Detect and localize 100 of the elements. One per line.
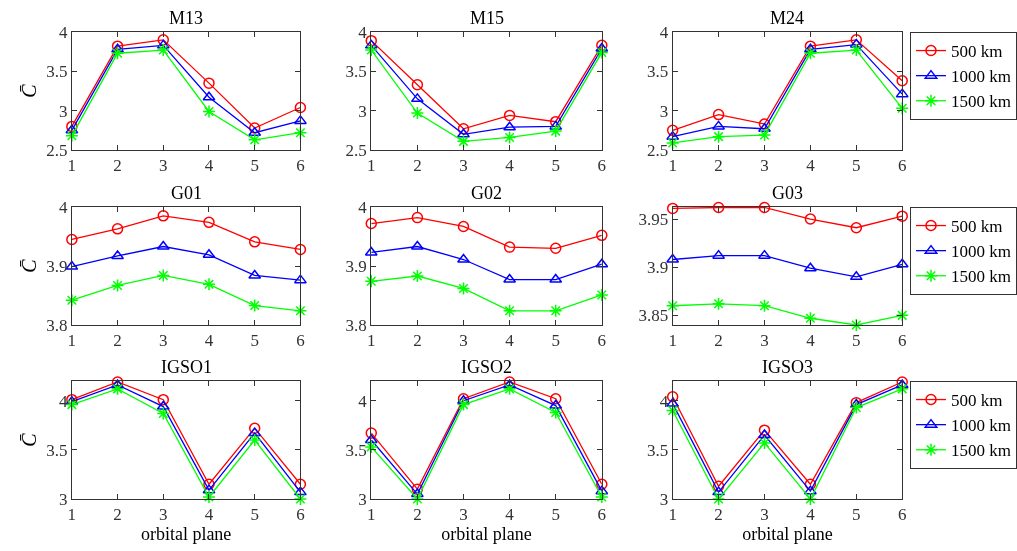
y-tick-label: 4 <box>58 22 68 42</box>
x-tick-label: 5 <box>551 331 560 351</box>
x-tick-label: 5 <box>852 331 861 351</box>
x-tick-label: 6 <box>296 331 305 351</box>
point <box>410 93 424 103</box>
point <box>757 128 772 142</box>
point <box>410 240 424 250</box>
x-tick-label: 5 <box>852 505 861 525</box>
point <box>410 492 425 506</box>
point <box>712 249 726 259</box>
y-tick-label: 3.9 <box>647 258 669 278</box>
point <box>895 308 909 323</box>
point <box>203 216 215 229</box>
point <box>758 424 771 436</box>
x-tick-label: 1 <box>668 331 677 351</box>
point <box>365 34 378 47</box>
x-tick-label: 5 <box>250 505 259 525</box>
x-tick-label: 2 <box>714 156 723 176</box>
point <box>110 278 125 293</box>
x-tick-label: 3 <box>459 156 468 176</box>
y-tick-label: 3.5 <box>647 440 669 460</box>
point <box>456 134 471 149</box>
point <box>596 229 608 242</box>
legend-label: 1000 km <box>951 242 1011 262</box>
x-tick-label: 3 <box>760 505 769 525</box>
legend-label: 500 km <box>951 217 1003 237</box>
point <box>803 485 817 495</box>
point <box>364 39 378 49</box>
point <box>202 490 216 504</box>
point <box>364 246 378 256</box>
point <box>110 382 125 396</box>
x-tick-label: 4 <box>806 156 816 176</box>
y-tick-label: 3.5 <box>345 62 367 82</box>
point <box>248 422 261 434</box>
y-axis-title: C̄ <box>17 432 40 447</box>
point <box>548 405 563 420</box>
y-tick-label: 4 <box>58 197 68 217</box>
point <box>247 298 262 313</box>
point <box>595 45 609 60</box>
x-tick-label: 1 <box>67 505 77 525</box>
point <box>202 91 216 101</box>
x-tick-label: 5 <box>852 156 861 176</box>
point <box>364 440 379 454</box>
point <box>666 253 680 263</box>
point <box>156 268 171 283</box>
point <box>156 43 171 57</box>
x-tick-label: 1 <box>367 156 376 176</box>
point <box>804 478 817 490</box>
x-tick-label: 2 <box>413 156 422 176</box>
point <box>411 211 424 224</box>
point <box>248 122 261 134</box>
legend-label: 1500 km <box>951 441 1011 461</box>
point <box>548 124 563 138</box>
point <box>548 304 563 318</box>
point <box>849 43 864 57</box>
point <box>711 492 726 506</box>
chart-title: IGSO1 <box>161 357 213 377</box>
point <box>804 213 817 225</box>
chart-title: IGSO2 <box>461 357 513 377</box>
point <box>157 34 170 46</box>
x-tick-label: 2 <box>113 331 122 351</box>
point <box>156 400 170 410</box>
x-tick-label: 5 <box>250 331 259 351</box>
x-tick-label: 4 <box>204 505 214 525</box>
point <box>666 390 679 403</box>
y-tick-label: 3 <box>659 489 669 509</box>
x-tick-label: 3 <box>760 156 769 176</box>
point <box>549 399 563 409</box>
x-tick-label: 2 <box>714 331 723 351</box>
point <box>503 241 516 253</box>
point <box>293 115 307 125</box>
point <box>457 220 470 233</box>
point <box>895 88 909 98</box>
x-tick-label: 2 <box>113 156 122 176</box>
legend-label: 500 km <box>951 42 1003 62</box>
point <box>110 46 125 60</box>
point <box>666 130 680 140</box>
x-tick-label: 6 <box>897 331 907 351</box>
x-tick-label: 5 <box>250 156 259 176</box>
legend-label: 1500 km <box>951 267 1011 287</box>
y-tick-label: 3.8 <box>46 315 68 335</box>
point <box>502 382 517 396</box>
point <box>549 115 562 128</box>
point <box>247 133 262 147</box>
point <box>248 269 262 279</box>
x-tick-label: 1 <box>668 156 677 176</box>
point <box>712 120 726 130</box>
point <box>757 436 772 450</box>
y-tick-label: 3 <box>358 101 367 121</box>
x-tick-label: 1 <box>367 505 376 525</box>
point <box>803 46 818 60</box>
x-tick-label: 4 <box>806 331 816 351</box>
point <box>595 258 609 268</box>
x-tick-label: 4 <box>505 156 515 176</box>
x-tick-label: 4 <box>806 505 816 525</box>
point <box>364 43 379 57</box>
y-tick-label: 3.85 <box>638 306 669 326</box>
point <box>411 483 424 495</box>
point <box>66 120 78 133</box>
point <box>895 382 909 396</box>
